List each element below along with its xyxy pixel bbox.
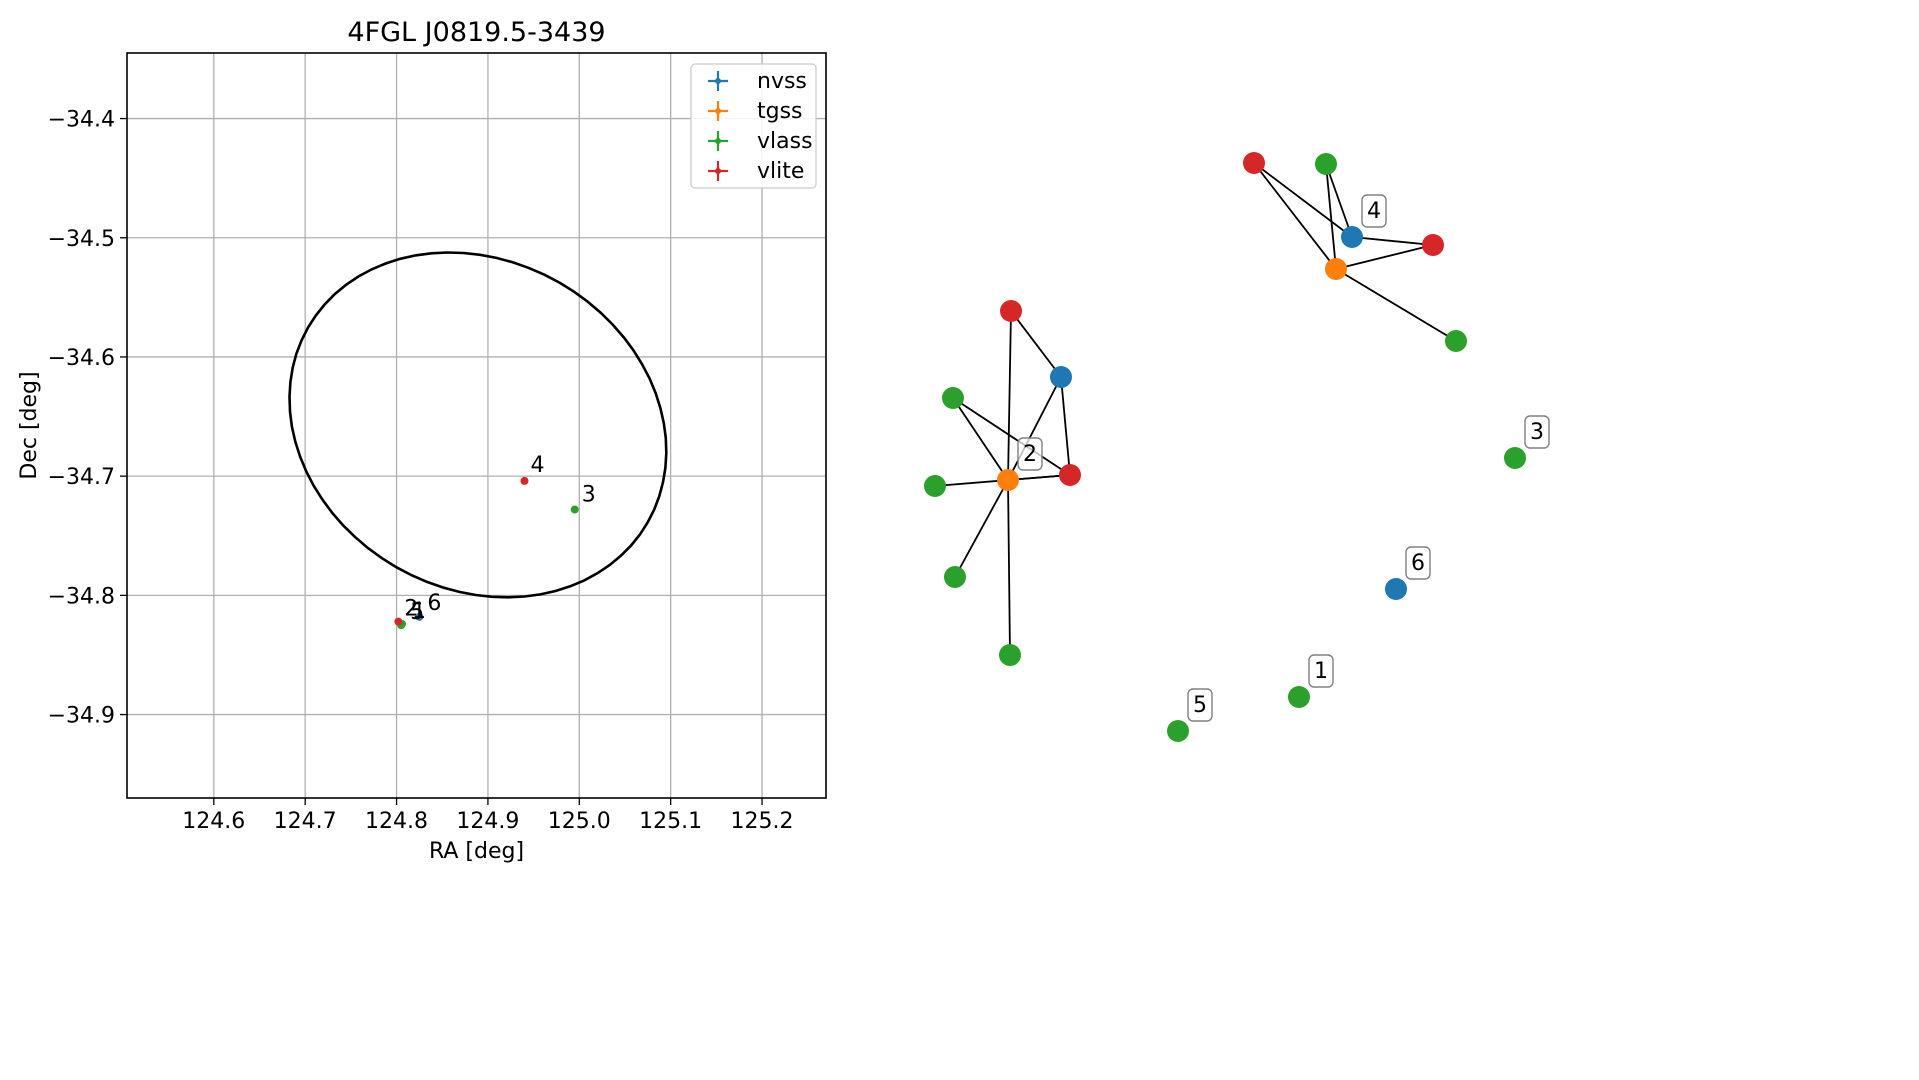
data-point-vlite xyxy=(394,617,403,626)
network-node-vlite xyxy=(1422,234,1444,256)
y-tick-label: −34.6 xyxy=(48,346,115,371)
network-edge xyxy=(954,479,1009,578)
error-ellipse-layer xyxy=(288,251,668,599)
network-node-tgss xyxy=(1325,258,1347,280)
network-node-vlass xyxy=(1167,720,1189,742)
node-label: 4 xyxy=(1367,199,1381,224)
network-node-vlass xyxy=(1288,686,1310,708)
node-label: 5 xyxy=(1193,693,1207,718)
network-edge xyxy=(952,397,1009,481)
network-edges xyxy=(934,162,1457,656)
node-label-box xyxy=(1187,688,1213,722)
y-ticks: −34.4 −34.5 −34.6 −34.7 −34.8 −34.9 xyxy=(48,108,127,729)
x-tick-label: 125.2 xyxy=(731,809,794,834)
legend-marker-vlite xyxy=(715,168,721,174)
legend: nvss tgss vlass vlite xyxy=(690,63,817,189)
x-tick-label: 125.0 xyxy=(548,809,611,834)
network-edge xyxy=(1010,310,1062,378)
legend-label-vlite: vlite xyxy=(757,159,804,184)
network-node-nvss xyxy=(1385,578,1407,600)
scatter-axes: 6 3 15 4 2 124.6 124.7 124.8 124.9 125.0 125.1 125… xyxy=(17,17,827,864)
network-edge xyxy=(1007,376,1062,481)
x-tick-label: 124.6 xyxy=(182,809,245,834)
node-label-box xyxy=(1017,437,1043,471)
network-edge xyxy=(1253,162,1337,270)
y-axis-title: Dec [deg] xyxy=(17,371,42,479)
y-tick-label: −34.5 xyxy=(48,227,115,252)
network-node-vlass xyxy=(1504,447,1526,469)
network-edge xyxy=(1325,163,1353,238)
error-ellipse xyxy=(288,251,668,599)
node-label-box xyxy=(1405,546,1431,580)
legend-label-tgss: tgss xyxy=(757,99,803,124)
data-point-vlite xyxy=(520,476,529,485)
point-label: 3 xyxy=(582,483,596,508)
data-point-vlass xyxy=(570,505,579,514)
node-label-box xyxy=(1308,654,1334,688)
node-label: 2 xyxy=(1023,442,1037,467)
x-tick-label: 124.8 xyxy=(365,809,428,834)
network-node-vlass xyxy=(999,644,1021,666)
data-point-nvss xyxy=(415,612,424,621)
point-label: 4 xyxy=(530,453,544,478)
legend-marker-vlass xyxy=(715,138,721,144)
node-label-box xyxy=(1524,415,1550,449)
network-edge xyxy=(1335,244,1434,270)
data-points-layer: 6 3 15 4 2 xyxy=(394,453,596,630)
network-node-vlass xyxy=(1445,330,1467,352)
x-tick-label: 125.1 xyxy=(639,809,702,834)
x-ticks: 124.6 124.7 124.8 124.9 125.0 125.1 125.2 xyxy=(182,798,794,834)
network-node-vlass xyxy=(942,387,964,409)
y-tick-label: −34.7 xyxy=(48,465,115,490)
network-node-labels: 4 2 3 6 1 5 xyxy=(1017,194,1550,722)
network-node-vlass xyxy=(1315,153,1337,175)
legend-box xyxy=(690,63,817,189)
network-node-vlite xyxy=(1000,300,1022,322)
network-node-vlite xyxy=(1243,152,1265,174)
network-edge xyxy=(1060,376,1071,476)
network-edge xyxy=(1253,162,1353,238)
network-edge xyxy=(1325,163,1337,270)
node-label: 6 xyxy=(1411,551,1425,576)
axes-frame xyxy=(126,52,827,799)
node-label: 1 xyxy=(1314,659,1328,684)
network-graph: 4 2 3 6 1 5 xyxy=(924,152,1550,742)
network-node-vlite xyxy=(1059,464,1081,486)
x-tick-label: 124.9 xyxy=(456,809,519,834)
x-axis-title: RA [deg] xyxy=(429,839,524,864)
node-label: 3 xyxy=(1530,420,1544,445)
network-edge xyxy=(1007,310,1012,481)
legend-marker-tgss xyxy=(715,108,721,114)
network-edge xyxy=(1007,479,1011,656)
y-tick-label: −34.8 xyxy=(48,584,115,609)
point-label: 2 xyxy=(404,597,418,622)
grid-lines xyxy=(127,53,826,798)
network-node-vlass xyxy=(944,566,966,588)
network-node-vlass xyxy=(924,475,946,497)
legend-label-vlass: vlass xyxy=(757,129,813,154)
point-label: 6 xyxy=(427,591,441,616)
network-edge xyxy=(1335,268,1457,342)
network-node-tgss xyxy=(997,469,1019,491)
y-tick-label: −34.4 xyxy=(48,108,115,133)
network-edge xyxy=(1351,236,1434,246)
x-tick-label: 124.7 xyxy=(274,809,337,834)
point-label: 1 xyxy=(412,599,426,624)
y-tick-label: −34.9 xyxy=(48,704,115,729)
network-nodes xyxy=(924,152,1526,742)
chart-title: 4FGL J0819.5-3439 xyxy=(347,17,605,48)
legend-marker-nvss xyxy=(715,78,721,84)
point-label: 5 xyxy=(410,600,424,625)
network-node-nvss xyxy=(1050,366,1072,388)
node-label-box xyxy=(1361,194,1387,228)
legend-label-nvss: nvss xyxy=(757,69,807,94)
network-node-nvss xyxy=(1341,226,1363,248)
network-edge xyxy=(952,397,1071,476)
